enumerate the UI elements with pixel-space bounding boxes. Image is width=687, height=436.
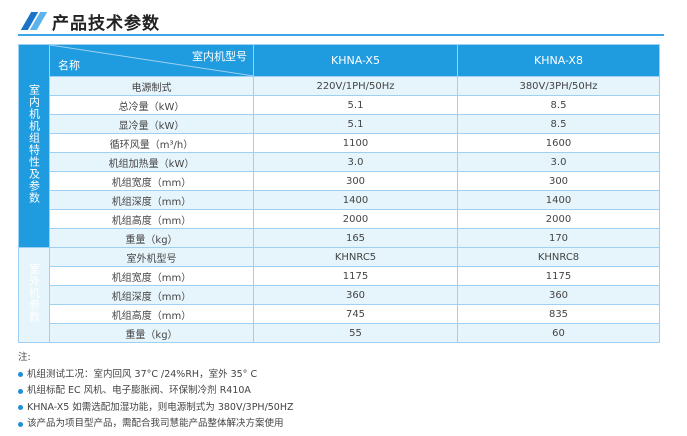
value-cell-x8: 60 bbox=[457, 323, 660, 343]
table-row: 总冷量（kW） 5.1 8.5 bbox=[19, 95, 660, 115]
value-cell-x5: 3.0 bbox=[253, 152, 458, 172]
table-row: 显冷量（kW） 5.1 8.5 bbox=[19, 114, 660, 134]
corner-header-cell: 室内机型号 名称 bbox=[49, 44, 254, 77]
table-row: 循环风量（m³/h） 1100 1600 bbox=[19, 133, 660, 153]
note-item: 机组标配 EC 风机、电子膨胀阀、环保制冷剂 R410A bbox=[18, 383, 294, 400]
row-label: 室外机型号 bbox=[49, 247, 254, 267]
bullet-icon bbox=[18, 388, 23, 394]
table-row: 重量（kg） 55 60 bbox=[19, 323, 660, 343]
row-label: 机组深度（mm） bbox=[49, 285, 254, 305]
value-cell-x8: KHNRC8 bbox=[457, 247, 660, 267]
value-cell-x8: 1600 bbox=[457, 133, 660, 153]
value-cell-x5: 55 bbox=[253, 323, 458, 343]
value-cell-x5: 1100 bbox=[253, 133, 458, 153]
title-divider bbox=[18, 34, 664, 36]
row-label: 重量（kg） bbox=[49, 323, 254, 343]
value-cell-x8: 2000 bbox=[457, 209, 660, 229]
value-cell-x5: 300 bbox=[253, 171, 458, 191]
value-cell-x8: 1400 bbox=[457, 190, 660, 210]
note-text: KHNA-X5 如需选配加湿功能，则电源制式为 380V/3PH/50HZ bbox=[27, 401, 294, 413]
table-row: 机组宽度（mm） 1175 1175 bbox=[19, 266, 660, 286]
model-header-2: KHNA-X8 bbox=[457, 44, 660, 77]
table-row: 电源制式 220V/1PH/50Hz 380V/3PH/50Hz bbox=[19, 76, 660, 96]
table-row: 机组高度（mm） 2000 2000 bbox=[19, 209, 660, 229]
table-row: 重量（kg） 165 170 bbox=[19, 228, 660, 248]
note-item: 机组测试工况：室内回风 37°C /24%RH，室外 35° C bbox=[18, 367, 294, 384]
table-row: 机组加热量（kW） 3.0 3.0 bbox=[19, 152, 660, 172]
table-row: 机组深度（mm） 1400 1400 bbox=[19, 190, 660, 210]
value-cell-x8: 170 bbox=[457, 228, 660, 248]
note-text: 该产品为项目型产品，需配合我司慧能产品整体解决方案使用 bbox=[27, 418, 284, 429]
row-label: 显冷量（kW） bbox=[49, 114, 254, 134]
row-label: 总冷量（kW） bbox=[49, 95, 254, 115]
note-text: 机组测试工况：室内回风 37°C /24%RH，室外 35° C bbox=[27, 368, 258, 380]
row-label: 机组加热量（kW） bbox=[49, 152, 254, 172]
bullet-icon bbox=[18, 405, 23, 411]
bullet-icon bbox=[18, 372, 23, 378]
table-row: 室外机参数 室外机型号 KHNRC5 KHNRC8 bbox=[18, 247, 660, 343]
page-title: 产品技术参数 bbox=[52, 13, 160, 34]
row-label: 机组宽度（mm） bbox=[49, 266, 254, 286]
table-row: 机组高度（mm） 745 835 bbox=[19, 304, 660, 324]
bullet-icon bbox=[18, 421, 23, 427]
corner-bottom-label: 名称 bbox=[58, 59, 80, 72]
spec-table: 室内机机组特性及参数 室内机型号 名称 KHNA-X5 KHNA-X8 电源制式… bbox=[18, 44, 660, 343]
value-cell-x8: 835 bbox=[457, 304, 660, 324]
note-text: 机组标配 EC 风机、电子膨胀阀、环保制冷剂 R410A bbox=[27, 385, 251, 396]
note-item: 该产品为项目型产品，需配合我司慧能产品整体解决方案使用 bbox=[18, 416, 294, 433]
value-cell-x5: 1400 bbox=[253, 190, 458, 210]
value-cell-x5: 220V/1PH/50Hz bbox=[253, 76, 458, 96]
value-cell-x5: KHNRC5 bbox=[253, 247, 458, 267]
value-cell-x8: 300 bbox=[457, 171, 660, 191]
value-cell-x5: 2000 bbox=[253, 209, 458, 229]
value-cell-x8: 8.5 bbox=[457, 114, 660, 134]
value-cell-x5: 5.1 bbox=[253, 114, 458, 134]
outdoor-group-label: 室外机参数 bbox=[18, 247, 50, 343]
value-cell-x8: 360 bbox=[457, 285, 660, 305]
value-cell-x8: 1175 bbox=[457, 266, 660, 286]
value-cell-x5: 745 bbox=[253, 304, 458, 324]
corner-top-label: 室内机型号 bbox=[192, 50, 247, 63]
row-label: 机组深度（mm） bbox=[49, 190, 254, 210]
slash-logo-icon bbox=[20, 12, 48, 30]
row-label: 机组高度（mm） bbox=[49, 209, 254, 229]
table-row: 机组宽度（mm） 300 300 bbox=[19, 171, 660, 191]
diagonal-divider-icon bbox=[50, 45, 253, 76]
value-cell-x8: 3.0 bbox=[457, 152, 660, 172]
row-label: 重量（kg） bbox=[49, 228, 254, 248]
table-row: 机组深度（mm） 360 360 bbox=[19, 285, 660, 305]
row-label: 电源制式 bbox=[49, 76, 254, 96]
row-label: 机组宽度（mm） bbox=[49, 171, 254, 191]
title-bar: 产品技术参数 bbox=[20, 8, 160, 34]
notes-heading: 注: bbox=[18, 352, 31, 363]
value-cell-x5: 165 bbox=[253, 228, 458, 248]
value-cell-x8: 8.5 bbox=[457, 95, 660, 115]
row-label: 循环风量（m³/h） bbox=[49, 133, 254, 153]
row-label: 机组高度（mm） bbox=[49, 304, 254, 324]
notes-section: 注: 机组测试工况：室内回风 37°C /24%RH，室外 35° C 机组标配 … bbox=[18, 350, 294, 433]
indoor-group-label: 室内机机组特性及参数 bbox=[18, 44, 50, 248]
value-cell-x8: 380V/3PH/50Hz bbox=[457, 76, 660, 96]
note-item: KHNA-X5 如需选配加湿功能，则电源制式为 380V/3PH/50HZ bbox=[18, 400, 294, 417]
value-cell-x5: 5.1 bbox=[253, 95, 458, 115]
table-header-row: 室内机机组特性及参数 室内机型号 名称 KHNA-X5 KHNA-X8 bbox=[18, 44, 660, 248]
value-cell-x5: 1175 bbox=[253, 266, 458, 286]
value-cell-x5: 360 bbox=[253, 285, 458, 305]
model-header-1: KHNA-X5 bbox=[253, 44, 458, 77]
